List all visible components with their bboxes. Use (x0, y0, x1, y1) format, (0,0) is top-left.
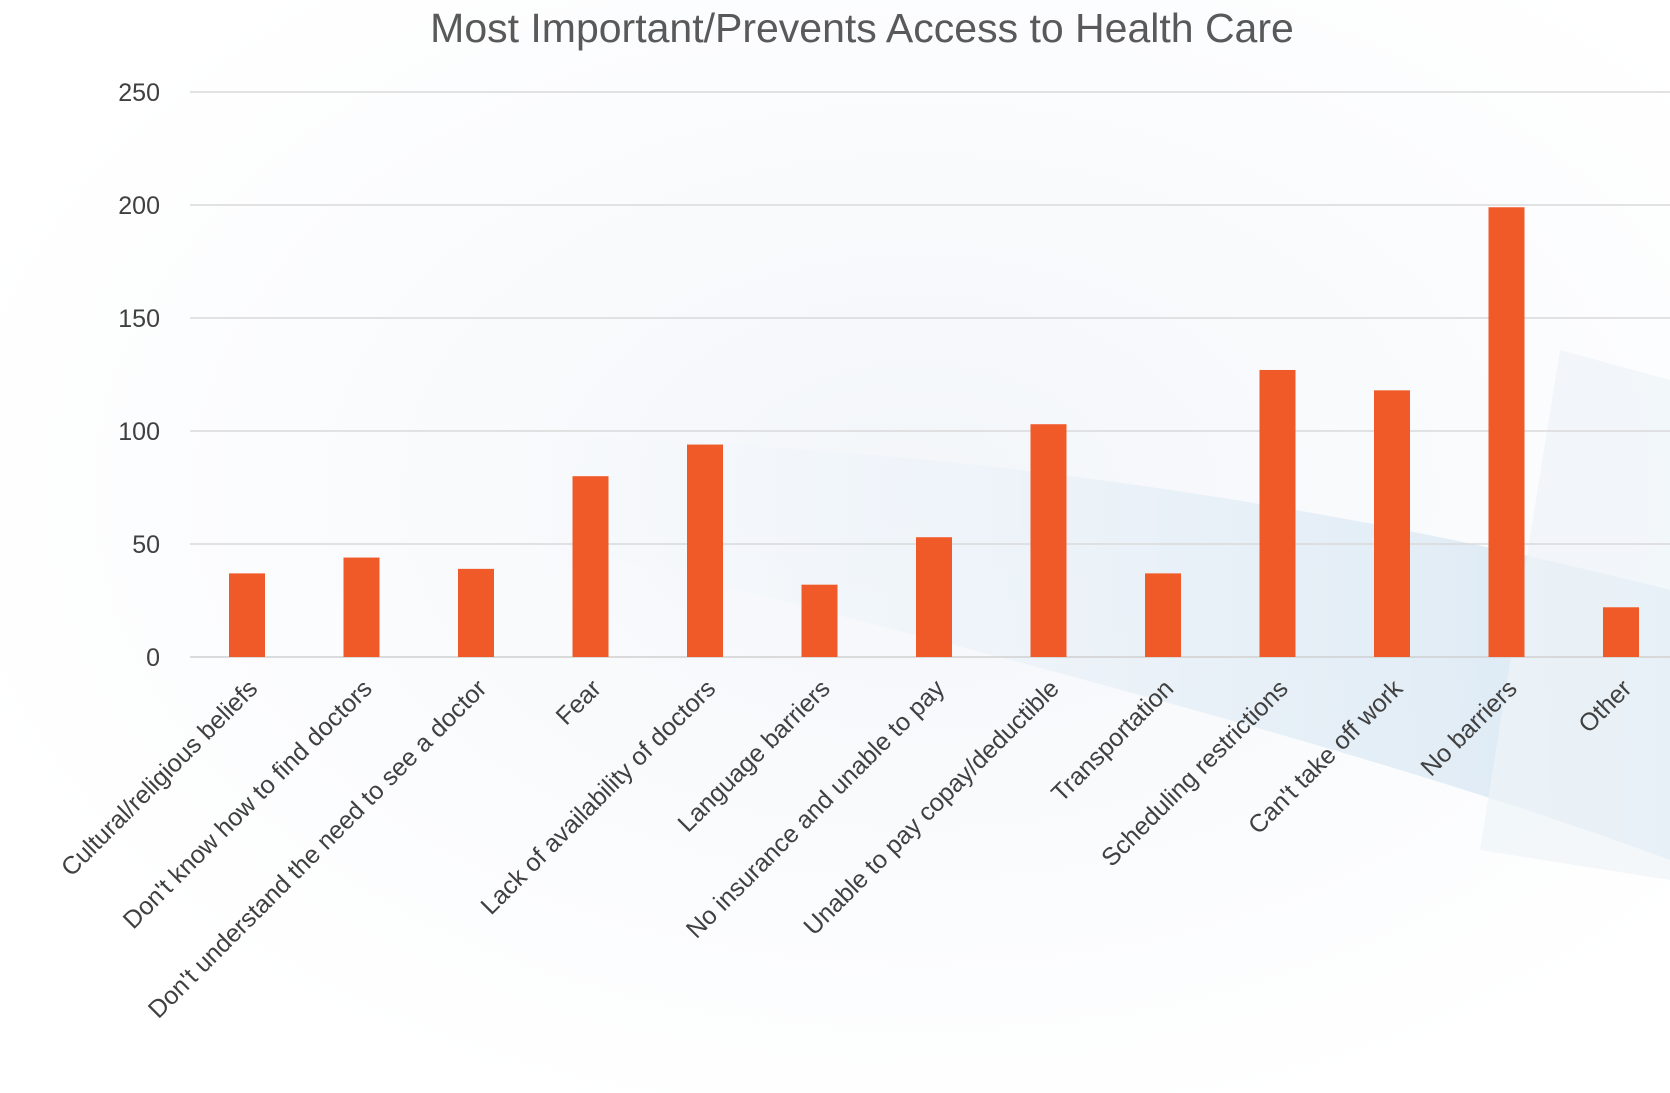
bar (1259, 369, 1296, 657)
bar (1374, 390, 1410, 657)
x-category-label: Don't know how to find doctors (118, 674, 378, 934)
y-tick-label: 0 (146, 644, 160, 672)
y-axis-ticks: 0 50 100 150 200 250 (118, 79, 160, 672)
bar (1488, 207, 1525, 657)
y-tick-label: 50 (132, 531, 160, 559)
bar (916, 537, 952, 657)
bar (1145, 573, 1181, 657)
x-category-label: Cultural/religious beliefs (56, 674, 263, 881)
y-tick-label: 150 (118, 305, 160, 333)
y-tick-label: 200 (118, 192, 160, 220)
y-tick-label: 250 (118, 79, 160, 107)
bar (572, 476, 609, 657)
bar (458, 568, 494, 657)
bar (1030, 424, 1067, 657)
x-category-label: No barriers (1416, 674, 1523, 781)
chart-title: Most Important/Prevents Access to Health… (430, 5, 1294, 51)
x-category-label: Transportation (1046, 674, 1179, 807)
bar (1603, 607, 1639, 657)
x-category-label: Lack of availability of doctors (475, 674, 721, 920)
bar (229, 573, 265, 657)
bar (687, 444, 723, 657)
bars (229, 207, 1639, 657)
bar (343, 557, 380, 657)
bar (801, 584, 838, 657)
x-category-label: Scheduling restrictions (1096, 674, 1294, 872)
x-category-label: Other (1573, 674, 1637, 738)
x-category-label: Fear (551, 674, 607, 730)
x-category-label: Unable to pay copay/deductible (798, 674, 1064, 940)
y-tick-label: 100 (118, 418, 160, 446)
